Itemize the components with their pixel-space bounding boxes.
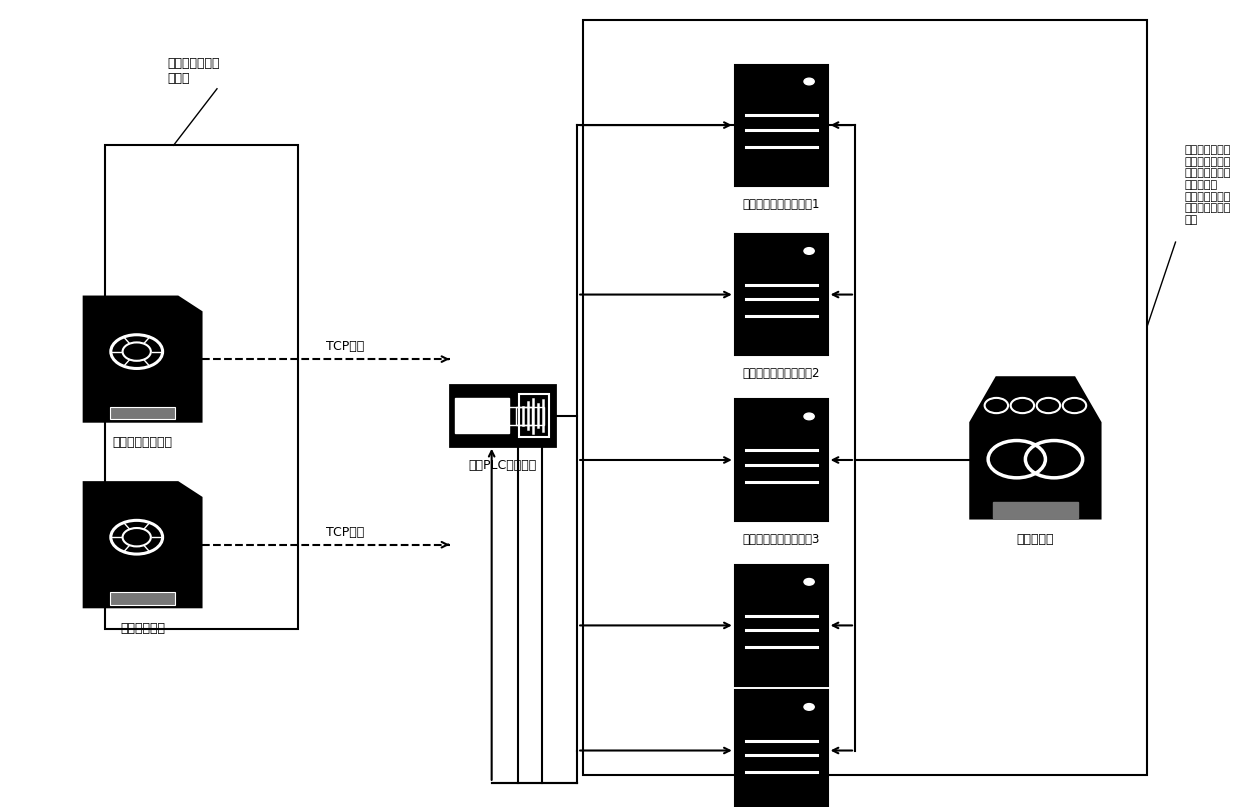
- Text: 负压电池化成分容开口4: 负压电池化成分容开口4: [743, 698, 820, 711]
- Bar: [734, 234, 828, 355]
- Bar: [516, 407, 543, 424]
- Text: 开口电池负压成分容机2: 开口电池负压成分容机2: [743, 367, 820, 380]
- Bar: [993, 501, 1078, 518]
- Circle shape: [804, 704, 815, 710]
- Bar: [583, 20, 1147, 775]
- Bar: [105, 145, 298, 629]
- Bar: [503, 407, 532, 424]
- Bar: [450, 386, 556, 445]
- Text: 负压生产控制系统: 负压生产控制系统: [113, 436, 172, 449]
- Bar: [110, 592, 175, 604]
- Bar: [520, 394, 548, 437]
- Text: 负压检测程序: 负压检测程序: [120, 621, 165, 635]
- Circle shape: [804, 579, 815, 585]
- Text: TCP通讯: TCP通讯: [326, 340, 363, 353]
- Text: 此框内为真实硬
件设备组，本方
法将模拟该设备
组接收控制
的指令和设备执
行指令后的运行
返回: 此框内为真实硬 件设备组，本方 法将模拟该设备 组接收控制 的指令和设备执 行指…: [1184, 145, 1230, 225]
- Text: 此框内为控制软
件部分: 此框内为控制软 件部分: [167, 56, 219, 85]
- Bar: [110, 407, 175, 419]
- Bar: [734, 399, 828, 521]
- Circle shape: [804, 413, 815, 420]
- Bar: [734, 565, 828, 686]
- Bar: [734, 65, 828, 186]
- Polygon shape: [970, 378, 1101, 518]
- Bar: [734, 690, 828, 807]
- Polygon shape: [84, 296, 201, 421]
- Text: 松下PLC控制单元: 松下PLC控制单元: [467, 458, 537, 472]
- Bar: [455, 398, 508, 433]
- Polygon shape: [84, 482, 201, 607]
- Text: TCP通讯: TCP通讯: [326, 526, 363, 539]
- Circle shape: [804, 248, 815, 254]
- Text: 开口电池负压成分容机1: 开口电池负压成分容机1: [743, 198, 820, 211]
- Circle shape: [804, 78, 815, 85]
- Text: 开口电池负压成分容机3: 开口电池负压成分容机3: [743, 533, 820, 546]
- Text: 负压真空泵: 负压真空泵: [1017, 533, 1054, 546]
